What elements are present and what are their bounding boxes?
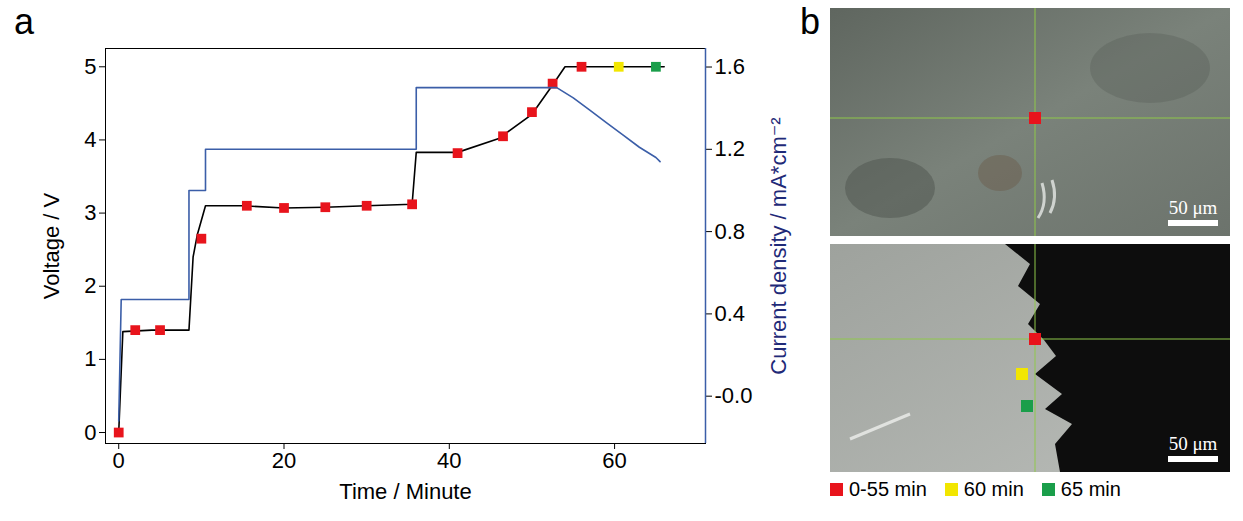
- svg-text:1: 1: [84, 346, 96, 371]
- html-text:a: a: [14, 1, 34, 42]
- svg-text:Time / Minute: Time / Minute: [339, 479, 471, 504]
- svg-text:0: 0: [84, 420, 96, 445]
- svg-text:1.6: 1.6: [715, 54, 746, 79]
- svg-text:40: 40: [437, 448, 461, 473]
- svg-text:0: 0: [113, 448, 125, 473]
- html-text:0-55 min: 0-55 min: [849, 478, 927, 500]
- html-text:60 min: 60 min: [963, 478, 1024, 500]
- svg-text:0.4: 0.4: [715, 301, 746, 326]
- svg-text:50 μm: 50 μm: [1169, 197, 1218, 218]
- svg-text:3: 3: [84, 200, 96, 225]
- svg-text:-0.0: -0.0: [715, 383, 753, 408]
- svg-text:20: 20: [272, 448, 296, 473]
- svg-text:50 μm: 50 μm: [1169, 433, 1218, 454]
- html-text:b: b: [800, 1, 820, 42]
- svg-text:4: 4: [84, 127, 96, 152]
- svg-text:1.2: 1.2: [715, 136, 746, 161]
- svg-text:2: 2: [84, 273, 96, 298]
- svg-text:Voltage / V: Voltage / V: [39, 192, 64, 299]
- svg-text:5: 5: [84, 54, 96, 79]
- svg-text:60: 60: [602, 448, 626, 473]
- svg-text:Current density / mA*cm⁻²: Current density / mA*cm⁻²: [766, 117, 791, 374]
- html-text:65 min: 65 min: [1060, 478, 1121, 500]
- svg-text:0.8: 0.8: [715, 219, 746, 244]
